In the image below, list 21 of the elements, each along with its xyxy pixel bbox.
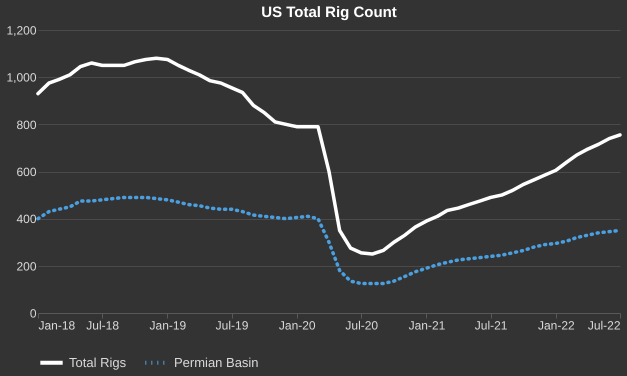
y-tick-label: 0 <box>30 306 37 320</box>
x-tick-label: Jan-20 <box>278 318 316 332</box>
y-tick-label: 200 <box>16 259 37 274</box>
legend-label: Total Rigs <box>69 354 127 370</box>
y-tick-label: 1,000 <box>6 70 37 85</box>
y-tick-label: 400 <box>16 212 37 226</box>
x-tick-label: Jan-19 <box>150 318 187 332</box>
legend-label: Permian Basin <box>174 354 259 370</box>
x-tick-label: Jan-18 <box>38 318 76 332</box>
x-tick-label: Jul-19 <box>216 318 249 332</box>
chart-title: US Total Rig Count <box>261 4 397 21</box>
x-tick-label: Jan-22 <box>538 318 576 332</box>
x-tick-label: Jul-18 <box>86 318 120 332</box>
x-tick-label: Jul-20 <box>345 318 378 332</box>
line-series <box>36 56 622 256</box>
x-tick-label: Jul-22 <box>588 318 621 332</box>
x-tick-label: Jan-21 <box>408 318 446 332</box>
y-tick-label: 800 <box>16 118 37 132</box>
x-tick-label: Jul-21 <box>474 318 508 332</box>
y-tick-label: 1,200 <box>6 24 37 38</box>
y-tick-label: 600 <box>16 165 37 179</box>
